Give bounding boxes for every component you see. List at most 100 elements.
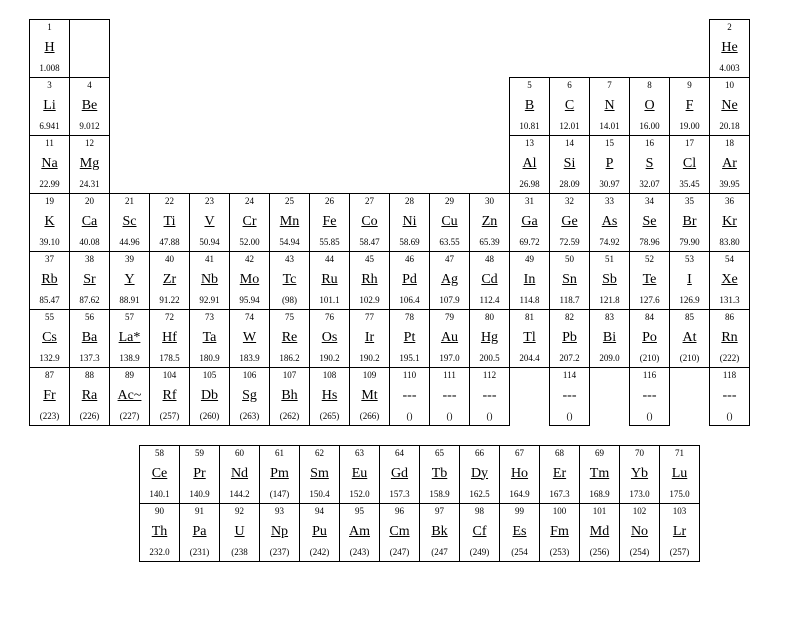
element-cell-7: 7N14.01 <box>589 77 630 136</box>
atomic-mass: 140.1 <box>149 490 169 499</box>
element-symbol: Mo <box>240 272 259 289</box>
element-cell-52: 52 Te 127.6 <box>629 251 670 310</box>
atomic-mass: 167.3 <box>549 490 569 499</box>
element-symbol: Ar <box>722 156 737 173</box>
element-symbol: Hg <box>481 330 498 347</box>
atomic-number: 41 <box>205 255 214 264</box>
element-symbol: I <box>687 272 692 289</box>
atomic-number: 7 <box>607 81 612 90</box>
atomic-number: 75 <box>285 313 294 322</box>
element-symbol: Lr <box>673 524 686 541</box>
element-cell-107: 107Bh(262) <box>269 367 310 426</box>
element-symbol: U <box>234 524 244 541</box>
atomic-number: 83 <box>605 313 614 322</box>
element-cell-93: 93Np(237) <box>259 503 300 562</box>
element-symbol: Sn <box>562 272 577 289</box>
atomic-number: 3 <box>47 81 52 90</box>
element-symbol: Ru <box>321 272 337 289</box>
atomic-mass: (231) <box>190 548 210 557</box>
element-symbol: Zr <box>163 272 176 289</box>
atomic-mass: (265) <box>320 412 340 421</box>
element-cell-68: 68Er167.3 <box>539 445 580 504</box>
element-cell-114: 114---() <box>549 367 590 426</box>
atomic-mass: 106.4 <box>399 296 419 305</box>
atomic-number: 71 <box>675 449 684 458</box>
element-symbol: Gd <box>391 466 408 483</box>
element-cell-96: 96Cm(247) <box>379 503 420 562</box>
element-cell-28: 28Ni58.69 <box>389 193 430 252</box>
element-symbol: Be <box>82 98 98 115</box>
element-symbol: Cf <box>473 524 487 541</box>
element-cell-4: 4Be9.012 <box>69 77 110 136</box>
atomic-mass: 52.00 <box>239 238 259 247</box>
element-symbol: Hs <box>322 388 338 405</box>
element-cell-48: 48Cd112.4 <box>469 251 510 310</box>
atomic-number: 100 <box>553 507 567 516</box>
atomic-number: 51 <box>605 255 614 264</box>
atomic-mass: (210) <box>680 354 700 363</box>
atomic-number: 60 <box>235 449 244 458</box>
element-cell-109: 109Mt(266) <box>349 367 390 426</box>
atomic-mass: () <box>647 412 653 421</box>
atomic-mass: (237) <box>270 548 290 557</box>
element-cell-89: 89Ac~(227) <box>109 367 150 426</box>
atomic-number: 118 <box>723 371 736 380</box>
element-cell-22: 22Ti47.88 <box>149 193 190 252</box>
element-symbol: Fr <box>43 388 55 405</box>
element-symbol: W <box>243 330 256 347</box>
element-symbol: B <box>525 98 534 115</box>
atomic-mass: 190.2 <box>359 354 379 363</box>
atomic-mass: 83.80 <box>719 238 739 247</box>
atomic-mass: 95.94 <box>239 296 259 305</box>
element-cell-75: 75Re186.2 <box>269 309 310 368</box>
element-symbol: --- <box>643 388 657 405</box>
atomic-number: 92 <box>235 507 244 516</box>
atomic-number: 101 <box>593 507 607 516</box>
element-symbol: Ra <box>82 388 98 405</box>
atomic-mass: (257) <box>160 412 180 421</box>
element-symbol: Mg <box>80 156 99 173</box>
element-cell-11: 11Na22.99 <box>29 135 70 194</box>
atomic-mass: 200.5 <box>479 354 499 363</box>
element-cell-94: 94Pu(242) <box>299 503 340 562</box>
element-symbol: Fe <box>323 214 337 231</box>
atomic-mass: 140.9 <box>189 490 209 499</box>
atomic-mass: 190.2 <box>319 354 339 363</box>
atomic-mass: (263) <box>240 412 260 421</box>
element-cell-10: 10Ne20.18 <box>709 77 750 136</box>
element-symbol: Pr <box>193 466 205 483</box>
atomic-number: 78 <box>405 313 414 322</box>
element-symbol: Pt <box>404 330 416 347</box>
element-symbol: Cm <box>389 524 409 541</box>
element-cell-74: 74W183.9 <box>229 309 270 368</box>
atomic-mass: (247) <box>390 548 410 557</box>
atomic-number: 65 <box>435 449 444 458</box>
element-symbol: Rf <box>163 388 177 405</box>
element-symbol: Te <box>643 272 657 289</box>
element-cell-59: 59Pr140.9 <box>179 445 220 504</box>
atomic-mass: (247 <box>431 548 448 557</box>
element-symbol: Al <box>523 156 537 173</box>
element-cell-53: 53I126.9 <box>669 251 710 310</box>
element-symbol: Ba <box>82 330 98 347</box>
atomic-mass: 78.96 <box>639 238 659 247</box>
element-cell-32: 32Ge72.59 <box>549 193 590 252</box>
element-symbol: Ta <box>203 330 217 347</box>
element-cell-2: 2He4.003 <box>709 19 750 78</box>
atomic-number: 36 <box>725 197 734 206</box>
atomic-number: 52 <box>645 255 654 264</box>
element-symbol: Ir <box>365 330 374 347</box>
atomic-mass: 127.6 <box>639 296 659 305</box>
element-cell-37: 37Rb85.47 <box>29 251 70 310</box>
element-symbol: Xe <box>721 272 737 289</box>
atomic-number: 73 <box>205 313 214 322</box>
atomic-mass: 126.9 <box>679 296 699 305</box>
atomic-number: 55 <box>45 313 54 322</box>
atomic-mass: 65.39 <box>479 238 499 247</box>
element-symbol: Ni <box>403 214 417 231</box>
element-cell-6: 6C12.01 <box>549 77 590 136</box>
atomic-number: 21 <box>125 197 134 206</box>
atomic-mass: (242) <box>310 548 330 557</box>
atomic-number: 15 <box>605 139 614 148</box>
atomic-number: 50 <box>565 255 574 264</box>
